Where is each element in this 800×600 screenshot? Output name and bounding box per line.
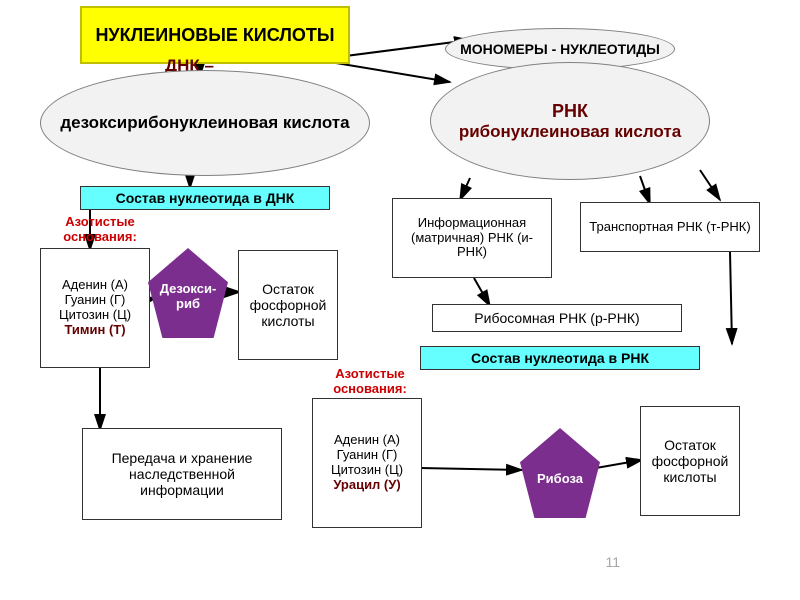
bases-label-rna-text: Азотистые основания: <box>333 366 407 396</box>
rna-comp-text: Состав нуклеотида в РНК <box>471 350 649 366</box>
rrna-text: Рибосомная РНК (р-РНК) <box>474 310 639 326</box>
title-box: НУКЛЕИНОВЫЕ КИСЛОТЫ <box>80 6 350 64</box>
dna-thymine: Тимин (Т) <box>64 322 125 337</box>
monomers-text: МОНОМЕРЫ - НУКЛЕОТИДЫ <box>460 41 660 57</box>
rna-uracil: Урацил (У) <box>333 477 400 492</box>
page-number: 11 <box>605 554 620 570</box>
title-text: НУКЛЕИНОВЫЕ КИСЛОТЫ <box>95 25 334 46</box>
rna-ellipse-body: рибонуклеиновая кислота <box>459 122 681 141</box>
pagenum-text: 11 <box>605 554 620 570</box>
dna-ellipse-text: дезоксирибонуклеиновая кислота <box>60 113 349 133</box>
dna-bases-box: Аденин (А) Гуанин (Г) Цитозин (Ц) Тимин … <box>40 248 150 368</box>
function-box: Передача и хранение наследственной инфор… <box>82 428 282 520</box>
deoxyribose-pentagon: Дезокси-риб <box>148 248 228 338</box>
bases-label-dna: Азотистые основания: <box>40 214 160 244</box>
ribose-text: Рибоза <box>537 472 583 487</box>
dna-comp-text: Состав нуклеотида в ДНК <box>116 190 295 206</box>
rna-bases-text: Аденин (А) Гуанин (Г) Цитозин (Ц) <box>331 432 403 477</box>
bases-label-dna-text: Азотистые основания: <box>63 214 137 244</box>
irna-box: Информационная (матричная) РНК (и-РНК) <box>392 198 552 278</box>
trna-box: Транспортная РНК (т-РНК) <box>580 202 760 252</box>
rna-ellipse: РНК рибонуклеиновая кислота <box>430 62 710 180</box>
rna-ellipse-top: РНК <box>552 101 588 121</box>
phosphate-box-rna: Остаток фосфорной кислоты <box>640 406 740 516</box>
rna-composition-header: Состав нуклеотида в РНК <box>420 346 700 370</box>
dna-composition-header: Состав нуклеотида в ДНК <box>80 186 330 210</box>
rrna-box: Рибосомная РНК (р-РНК) <box>432 304 682 332</box>
phosphate-box-dna: Остаток фосфорной кислоты <box>238 250 338 360</box>
trna-text: Транспортная РНК (т-РНК) <box>589 220 750 235</box>
dna-bases-text: Аденин (А) Гуанин (Г) Цитозин (Ц) <box>59 277 131 322</box>
ribose-pentagon: Рибоза <box>520 428 600 518</box>
rna-bases-box: Аденин (А) Гуанин (Г) Цитозин (Ц) Урацил… <box>312 398 422 528</box>
function-text: Передача и хранение наследственной инфор… <box>91 450 273 498</box>
dna-ellipse: дезоксирибонуклеиновая кислота <box>40 70 370 176</box>
bases-label-rna: Азотистые основания: <box>300 366 440 396</box>
irna-text: Информационная (матричная) РНК (и-РНК) <box>397 216 547 261</box>
deoxy-text: Дезокси-риб <box>152 282 224 312</box>
phos2-text: Остаток фосфорной кислоты <box>647 437 733 485</box>
phos1-text: Остаток фосфорной кислоты <box>245 281 331 329</box>
